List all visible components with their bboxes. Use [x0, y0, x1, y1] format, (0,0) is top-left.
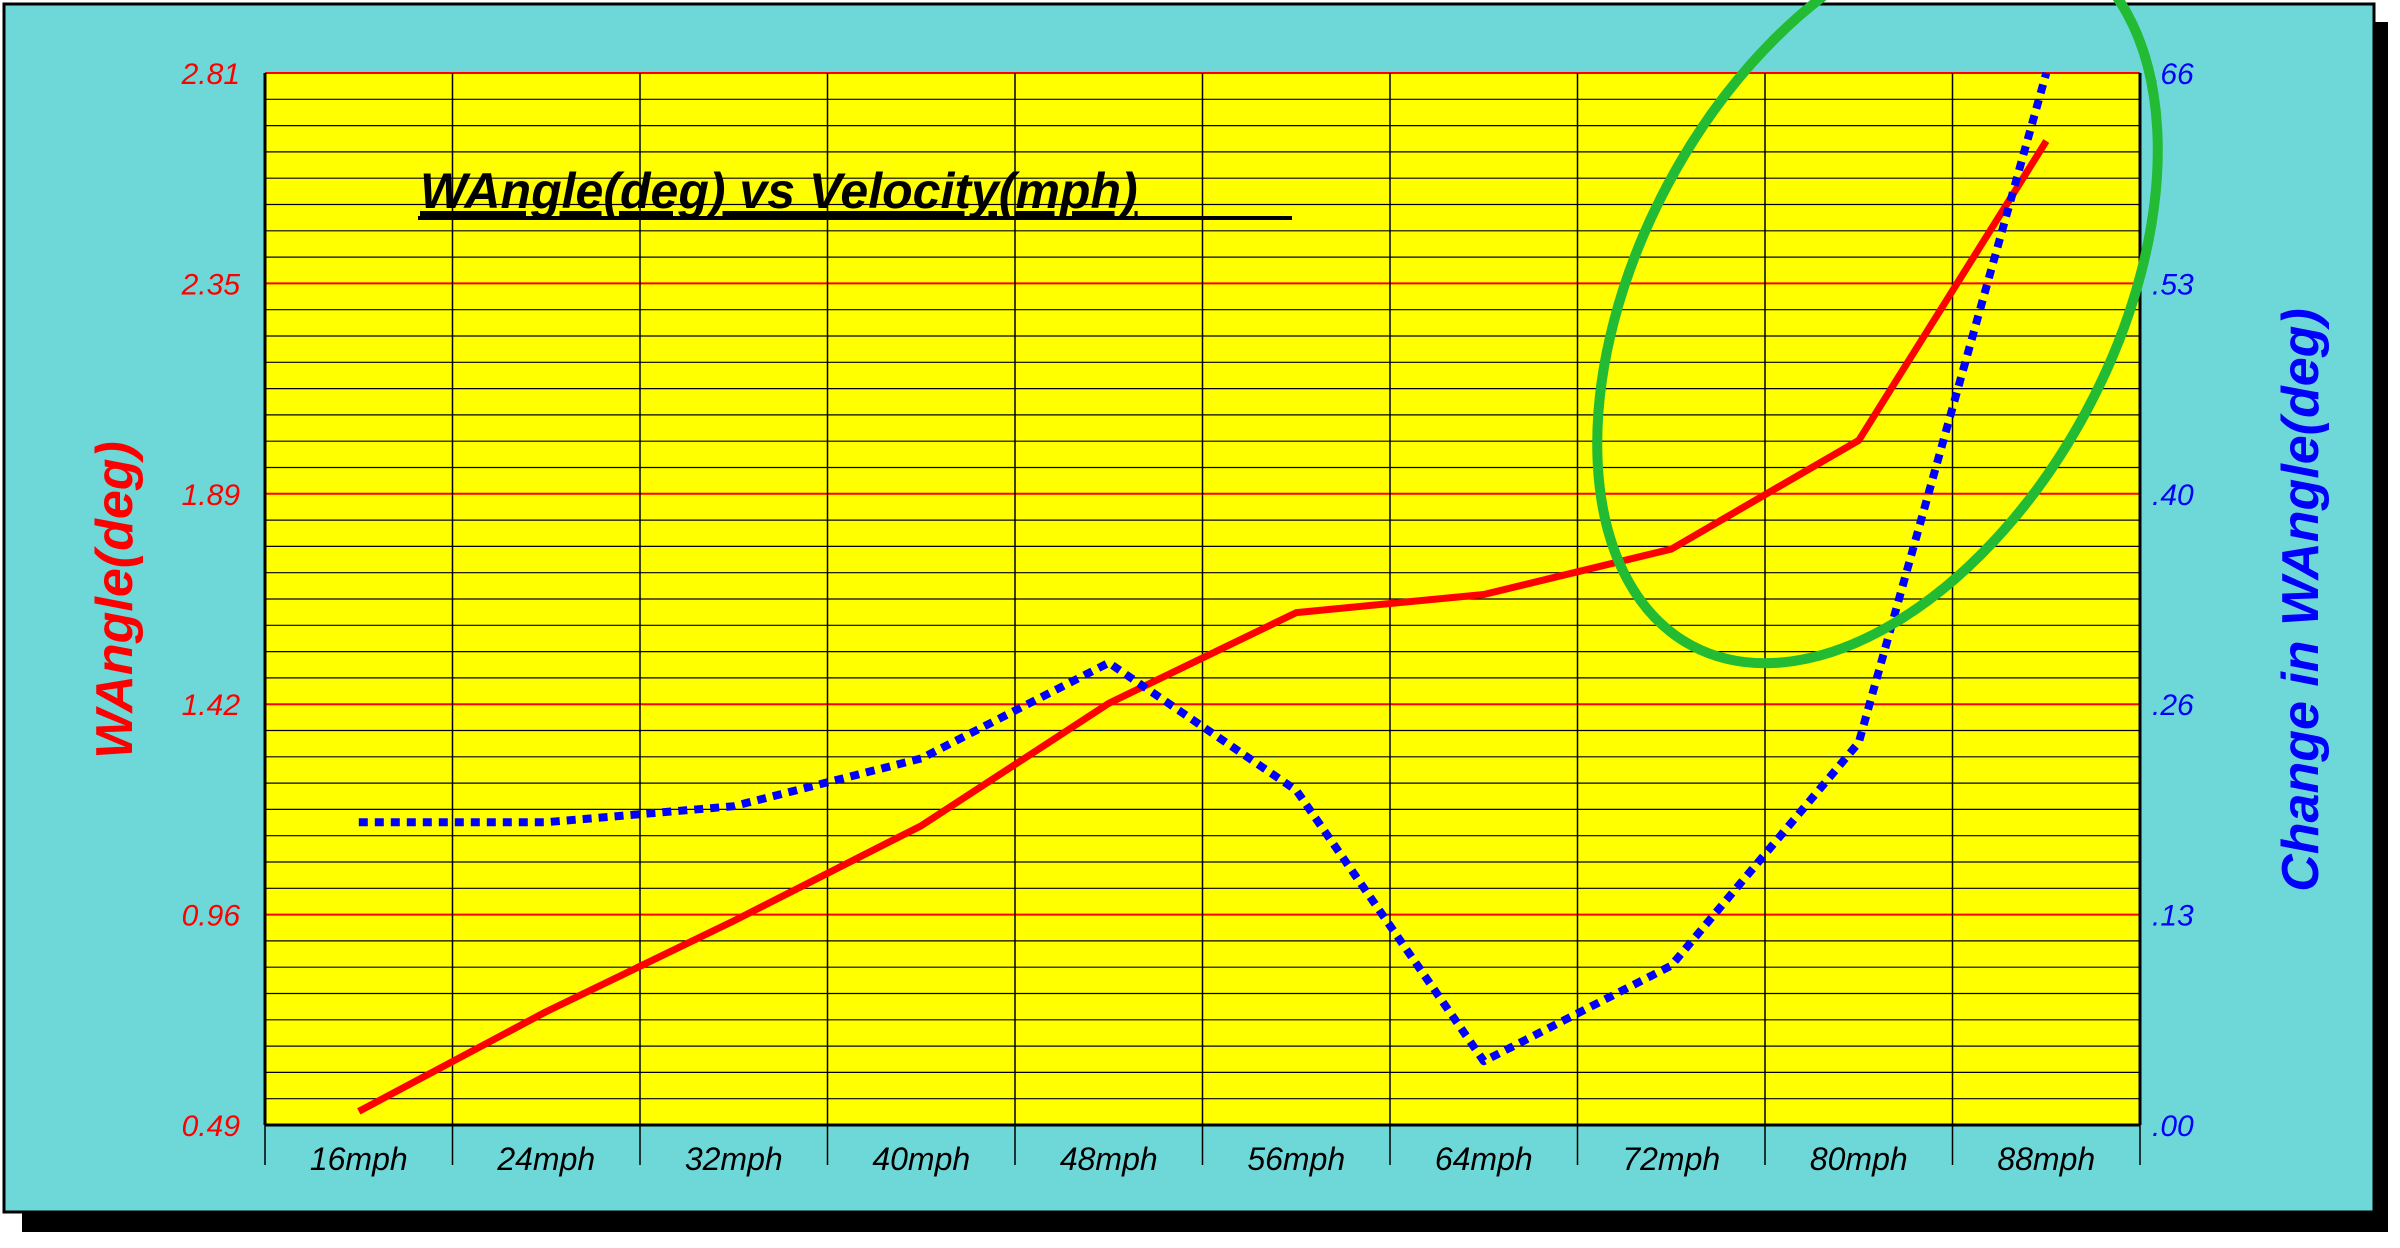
- grid-lines: [263, 72, 2142, 1165]
- right-y-tick-label: .00: [2152, 1110, 2194, 1143]
- x-tick-label: 64mph: [1435, 1141, 1533, 1177]
- left-y-tick-label: 1.89: [182, 479, 241, 512]
- x-tick-label: 48mph: [1060, 1141, 1158, 1177]
- left-y-tick-label: 1.42: [182, 689, 241, 722]
- left-y-tick-label: 2.35: [181, 268, 241, 301]
- left-axis-title: WAngle(deg): [86, 441, 144, 759]
- right-y-tick-labels: .00 .13 .26 .40 .53 .66: [2152, 58, 2194, 1143]
- right-y-tick-label: .53: [2152, 268, 2194, 301]
- right-axis-title: Change in WAngle(deg): [2272, 308, 2330, 892]
- right-y-tick-label: .26: [2152, 689, 2194, 722]
- x-tick-label: 72mph: [1622, 1141, 1720, 1177]
- x-tick-label: 56mph: [1247, 1141, 1345, 1177]
- series-line-wangle: [357, 139, 2050, 1115]
- right-y-tick-label: .13: [2152, 900, 2194, 933]
- highlight-ellipse: [1592, 0, 2163, 669]
- x-tick-label: 24mph: [496, 1141, 595, 1177]
- left-y-tick-label: 0.96: [182, 900, 241, 933]
- x-tick-label: 80mph: [1810, 1141, 1908, 1177]
- left-y-tick-label: 2.81: [181, 58, 240, 91]
- right-y-tick-label: .40: [2152, 479, 2194, 512]
- series-lines: [357, 71, 2051, 1115]
- x-tick-label: 32mph: [685, 1141, 783, 1177]
- x-tick-label: 40mph: [872, 1141, 970, 1177]
- x-tick-labels: 16mph 24mph 32mph 40mph 48mph 56mph 64mph 72mph…: [310, 1141, 2095, 1177]
- right-y-tick-label: .66: [2152, 58, 2194, 91]
- left-y-tick-label: 0.49: [182, 1110, 241, 1143]
- x-tick-label: 88mph: [1997, 1141, 2095, 1177]
- left-y-tick-labels: 0.49 0.96 1.42 1.89 2.35 2.81: [181, 58, 241, 1143]
- x-tick-label: 16mph: [310, 1141, 408, 1177]
- chart-title: WAngle(deg) vs Velocity(mph): [420, 163, 1138, 219]
